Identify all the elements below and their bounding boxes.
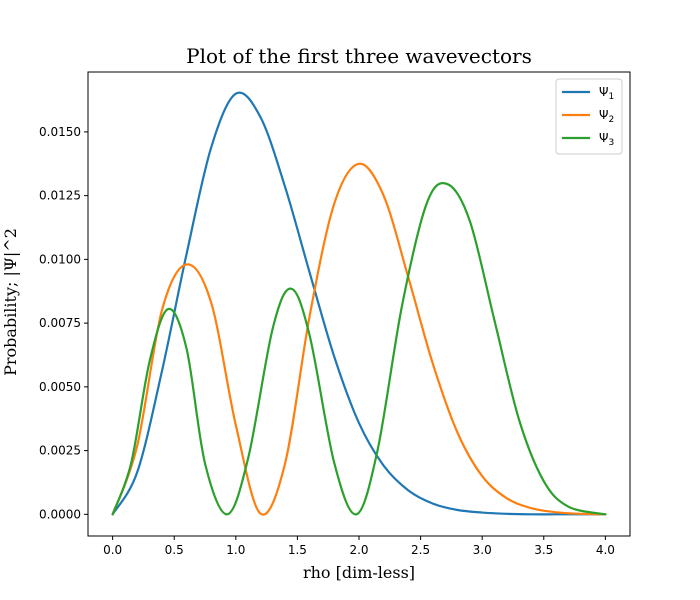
legend-label-1: Ψ1 [599, 85, 614, 102]
x-tick-label: 3.0 [473, 543, 492, 557]
chart-title: Plot of the first three wavevectors [186, 44, 532, 68]
legend: Ψ1 Ψ2 Ψ3 [555, 78, 623, 155]
series-line-2 [111, 162, 607, 516]
legend-label-3: Ψ3 [599, 131, 614, 148]
x-tick-label: 3.5 [534, 543, 553, 557]
y-tick-label: 0.0150 [39, 125, 81, 139]
series-line-1 [111, 91, 607, 516]
x-tick-label: 0.0 [103, 543, 122, 557]
x-tick-label: 2.5 [411, 543, 430, 557]
x-tick-label: 2.0 [349, 543, 368, 557]
y-tick-label: 0.0075 [39, 316, 81, 330]
y-tick-label: 0.0025 [39, 444, 81, 458]
x-tick-label: 0.5 [165, 543, 184, 557]
x-tick-label: 4.0 [596, 543, 615, 557]
legend-label-2: Ψ2 [599, 108, 614, 125]
plot-area: 0.0 0.5 1.0 1.5 2.0 2.5 3.0 3.5 4.0 0.0000 0.0025 0… [39, 71, 631, 557]
x-axis-label: rho [dim-less] [303, 563, 415, 582]
x-tick-label: 1.5 [288, 543, 307, 557]
y-tick-label: 0.0000 [39, 507, 81, 521]
y-tick-label: 0.0050 [39, 380, 81, 394]
legend-box [555, 78, 623, 155]
series-line-3 [111, 181, 607, 516]
y-tick-label: 0.0100 [39, 252, 81, 266]
y-tick-label: 0.0125 [39, 189, 81, 203]
y-axis-label: Probability; |Ψ|^2 [1, 228, 20, 376]
x-tick-label: 1.0 [226, 543, 245, 557]
